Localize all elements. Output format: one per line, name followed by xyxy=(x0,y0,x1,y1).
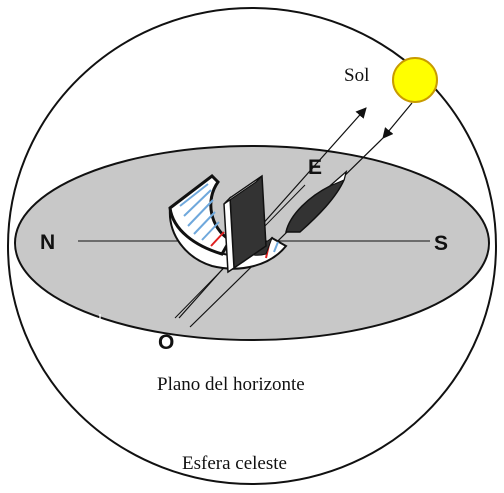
sun-icon xyxy=(392,57,438,103)
right-reflector-edge xyxy=(329,170,347,187)
right-reflector xyxy=(285,169,348,233)
collector-stripe-red xyxy=(210,231,225,247)
collector-stripe xyxy=(193,211,216,235)
collector-stripe xyxy=(187,199,214,227)
collector-stripe xyxy=(273,241,279,253)
collector-stripe xyxy=(179,183,209,207)
horizon-plane-label: Plano del horizonte xyxy=(157,374,305,395)
solar-ray-outgoing xyxy=(178,107,367,319)
south-label: S xyxy=(434,232,448,255)
east-label: E xyxy=(308,156,322,179)
celestial-sphere-label: Esfera celeste xyxy=(182,453,287,474)
north-label: N xyxy=(40,231,55,254)
receiver-panel xyxy=(223,174,267,274)
sun-label: Sol xyxy=(344,65,369,86)
celestial-sphere-outline xyxy=(7,7,497,485)
collector-stripe xyxy=(201,221,220,241)
west-label: O xyxy=(158,331,174,354)
collector-stripe xyxy=(183,189,212,217)
solar-ray-incoming xyxy=(382,102,413,139)
receiver-panel-top xyxy=(223,175,263,205)
